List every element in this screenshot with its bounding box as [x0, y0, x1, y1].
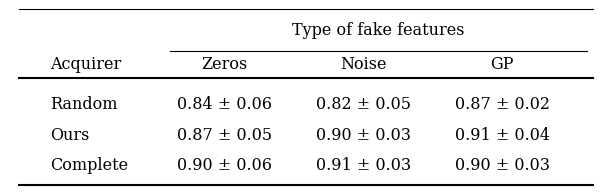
Text: Acquirer: Acquirer	[50, 56, 121, 73]
Text: 0.91 ± 0.03: 0.91 ± 0.03	[316, 157, 411, 174]
Text: 0.90 ± 0.03: 0.90 ± 0.03	[316, 127, 411, 144]
Text: 0.91 ± 0.04: 0.91 ± 0.04	[454, 127, 550, 144]
Text: Type of fake features: Type of fake features	[292, 22, 465, 39]
Text: Complete: Complete	[50, 157, 128, 174]
Text: Noise: Noise	[340, 56, 387, 73]
Text: Ours: Ours	[50, 127, 89, 144]
Text: 0.87 ± 0.05: 0.87 ± 0.05	[177, 127, 272, 144]
Text: 0.87 ± 0.02: 0.87 ± 0.02	[454, 96, 550, 113]
Text: 0.84 ± 0.06: 0.84 ± 0.06	[177, 96, 272, 113]
Text: 0.90 ± 0.06: 0.90 ± 0.06	[177, 157, 272, 174]
Text: 0.82 ± 0.05: 0.82 ± 0.05	[316, 96, 411, 113]
Text: Random: Random	[50, 96, 117, 113]
Text: 0.90 ± 0.03: 0.90 ± 0.03	[454, 157, 550, 174]
Text: GP: GP	[490, 56, 514, 73]
Text: Zeros: Zeros	[201, 56, 248, 73]
